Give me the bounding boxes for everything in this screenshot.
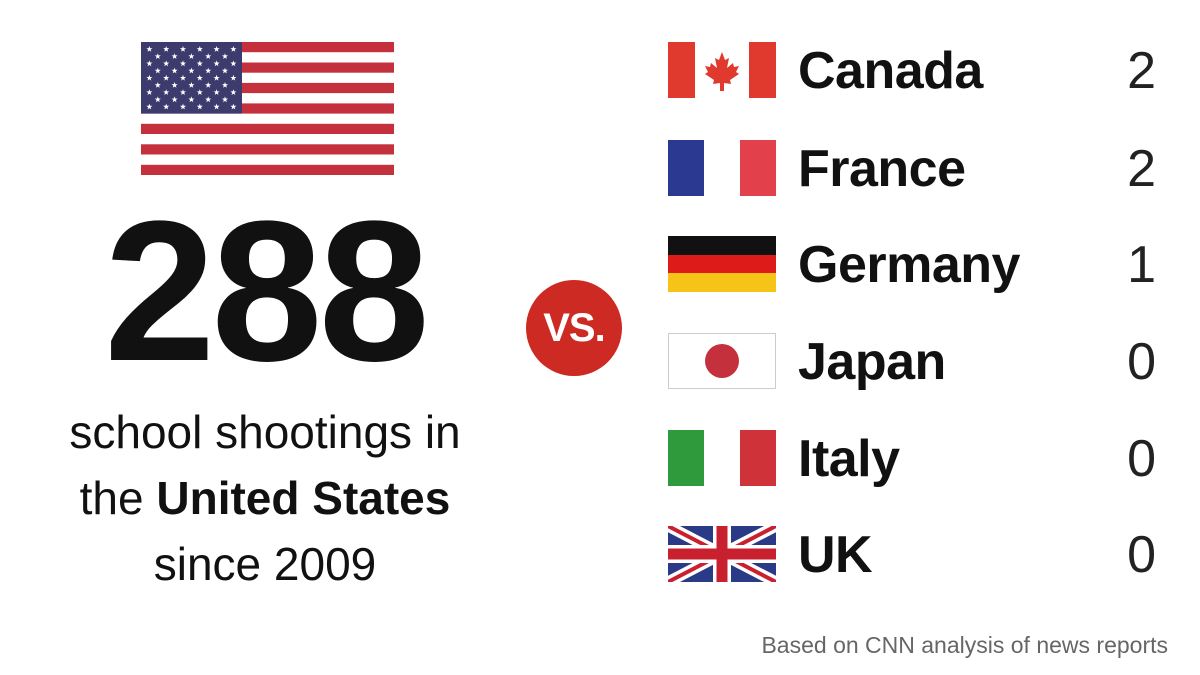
- source-footnote: Based on CNN analysis of news reports: [761, 632, 1168, 658]
- country-count: 2: [1127, 140, 1156, 198]
- subtitle-country: United States: [156, 472, 451, 524]
- country-row: Canada 2: [668, 42, 1168, 102]
- italy-flag-icon: [668, 430, 776, 486]
- country-row: UK 0: [665, 521, 1168, 587]
- total-shootings-number: 288: [104, 180, 430, 403]
- country-count: 0: [1127, 333, 1156, 391]
- country-count: 2: [1127, 42, 1156, 100]
- country-row: Italy 0: [668, 430, 1168, 490]
- country-count: 1: [1127, 236, 1156, 294]
- vs-badge: VS.: [526, 280, 622, 376]
- subtitle-line-2: the United States: [0, 470, 530, 526]
- country-name: Germany: [798, 236, 1020, 294]
- country-row: Japan 0: [668, 333, 1168, 393]
- country-row: Germany 1: [668, 236, 1168, 296]
- france-flag-icon: [668, 140, 776, 196]
- japan-flag-icon: [668, 333, 776, 389]
- canada-flag-icon: [668, 42, 776, 98]
- country-name: Italy: [798, 430, 900, 488]
- country-name: UK: [798, 526, 873, 584]
- country-name: Japan: [798, 333, 946, 391]
- country-row: France 2: [668, 140, 1168, 200]
- country-name: France: [798, 140, 966, 198]
- subtitle-line-1: school shootings in: [69, 406, 461, 458]
- country-count: 0: [1127, 430, 1156, 488]
- country-count: 0: [1127, 526, 1156, 584]
- germany-flag-icon: [668, 236, 776, 292]
- subtitle-line-3: since 2009: [153, 538, 377, 590]
- country-name: Canada: [798, 42, 983, 100]
- subtitle-line-2-prefix: the: [79, 472, 157, 524]
- us-summary: 288 school shootings in the United State…: [0, 0, 530, 675]
- uk-flag-icon: [665, 521, 779, 587]
- us-flag-icon: [141, 42, 394, 175]
